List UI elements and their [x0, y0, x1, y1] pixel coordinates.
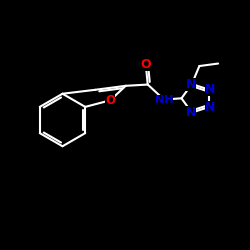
Text: NH: NH	[155, 94, 173, 104]
Text: N: N	[186, 106, 196, 119]
Text: N: N	[186, 78, 196, 90]
Text: N: N	[205, 83, 215, 96]
Text: O: O	[140, 58, 151, 70]
Text: O: O	[105, 94, 115, 107]
Text: N: N	[205, 101, 215, 114]
